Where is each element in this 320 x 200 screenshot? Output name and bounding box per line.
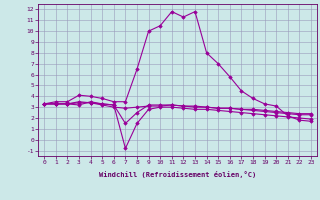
X-axis label: Windchill (Refroidissement éolien,°C): Windchill (Refroidissement éolien,°C) — [99, 171, 256, 178]
